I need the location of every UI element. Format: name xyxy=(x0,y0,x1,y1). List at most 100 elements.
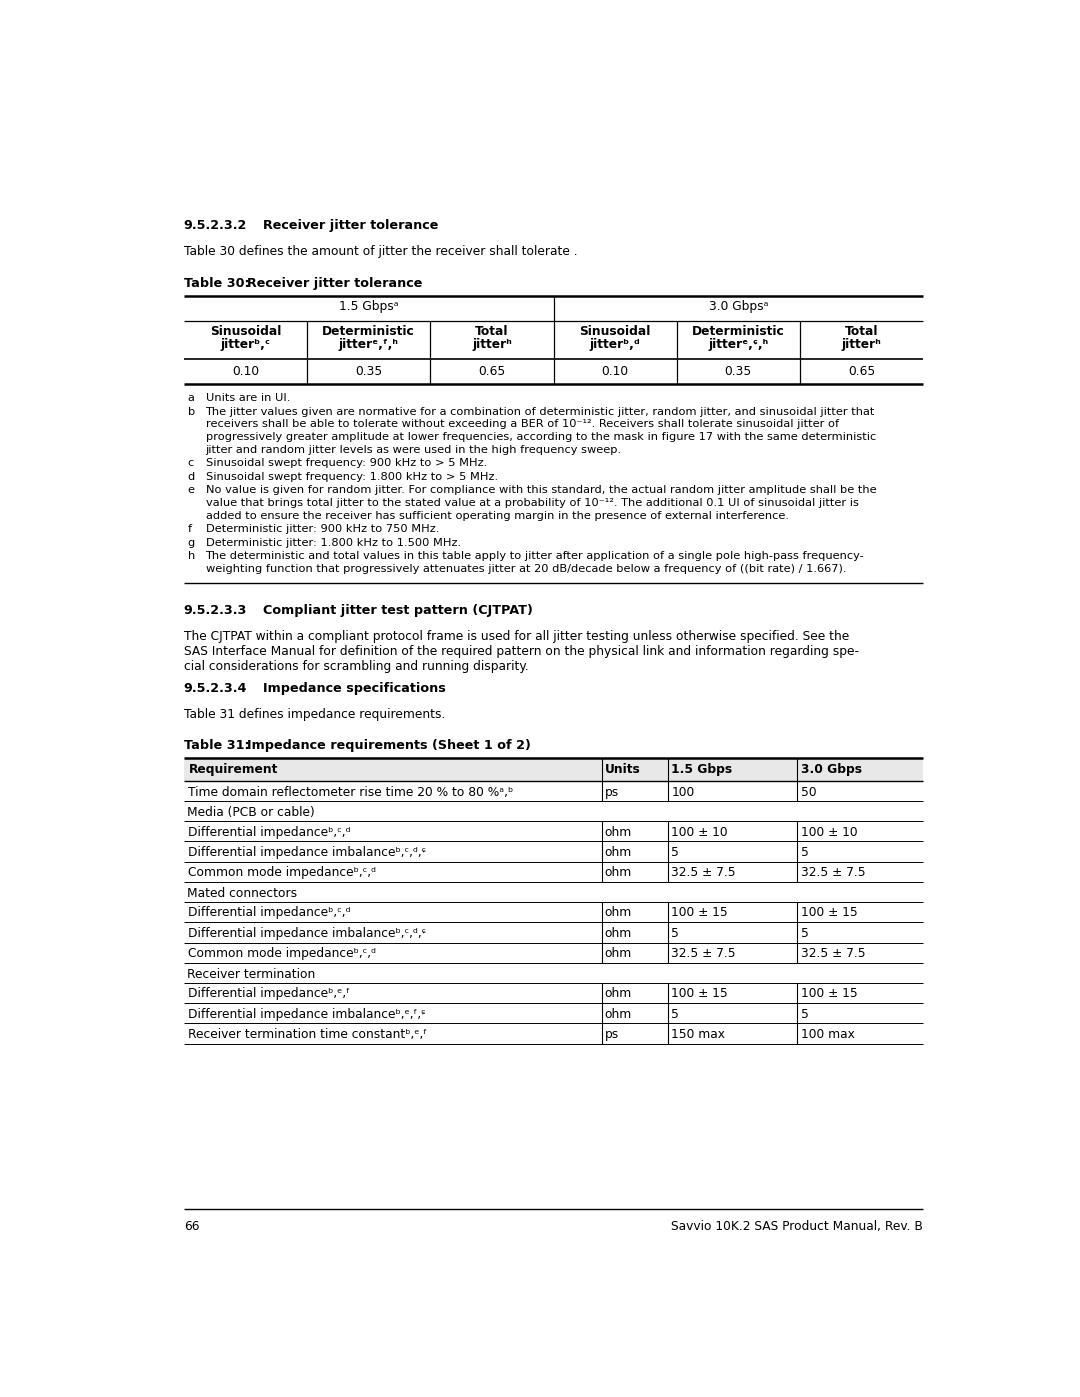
Text: Table 31 defines impedance requirements.: Table 31 defines impedance requirements. xyxy=(184,708,445,721)
Text: 5: 5 xyxy=(671,1007,679,1021)
Text: 32.5 ± 7.5: 32.5 ± 7.5 xyxy=(671,866,735,880)
Text: Units: Units xyxy=(605,763,640,777)
Text: 3.0 Gbpsᵃ: 3.0 Gbpsᵃ xyxy=(708,300,768,313)
Text: Mated connectors: Mated connectors xyxy=(187,887,297,900)
Text: jitter and random jitter levels as were used in the high frequency sweep.: jitter and random jitter levels as were … xyxy=(205,444,622,455)
Bar xyxy=(184,757,923,781)
Text: Time domain reflectometer rise time 20 % to 80 %ᵃ,ᵇ: Time domain reflectometer rise time 20 %… xyxy=(189,785,514,799)
Text: Sinusoidal swept frequency: 1.800 kHz to > 5 MHz.: Sinusoidal swept frequency: 1.800 kHz to… xyxy=(205,472,498,482)
Text: 0.35: 0.35 xyxy=(725,365,752,377)
Text: Receiver termination time constantᵇ,ᵉ,ᶠ: Receiver termination time constantᵇ,ᵉ,ᶠ xyxy=(189,1028,428,1041)
Text: Media (PCB or cable): Media (PCB or cable) xyxy=(187,806,314,819)
Text: 32.5 ± 7.5: 32.5 ± 7.5 xyxy=(800,947,865,960)
Text: Differential impedance imbalanceᵇ,ᶜ,ᵈ,ᶝ: Differential impedance imbalanceᵇ,ᶜ,ᵈ,ᶝ xyxy=(189,926,427,940)
Text: e: e xyxy=(188,485,194,496)
Text: Differential impedance imbalanceᵇ,ᵉ,ᶠ,ᶝ: Differential impedance imbalanceᵇ,ᵉ,ᶠ,ᶝ xyxy=(189,1007,427,1021)
Text: 100 ± 10: 100 ± 10 xyxy=(800,826,858,838)
Text: 0.65: 0.65 xyxy=(478,365,505,377)
Text: ohm: ohm xyxy=(605,847,632,859)
Text: Compliant jitter test pattern (CJTPAT): Compliant jitter test pattern (CJTPAT) xyxy=(262,605,532,617)
Text: 5: 5 xyxy=(671,926,679,940)
Text: Table 30 defines the amount of jitter the receiver shall tolerate .: Table 30 defines the amount of jitter th… xyxy=(184,244,578,257)
Text: Requirement: Requirement xyxy=(189,763,278,777)
Text: a: a xyxy=(188,393,194,404)
Text: 9.5.2.3.3: 9.5.2.3.3 xyxy=(184,605,247,617)
Text: 0.65: 0.65 xyxy=(848,365,875,377)
Text: c: c xyxy=(188,458,194,468)
Text: g: g xyxy=(188,538,195,548)
Text: 1.5 Gbps: 1.5 Gbps xyxy=(671,763,732,777)
Text: ohm: ohm xyxy=(605,826,632,838)
Text: jitterᵉ,ᶠ,ʰ: jitterᵉ,ᶠ,ʰ xyxy=(339,338,399,351)
Text: Common mode impedanceᵇ,ᶜ,ᵈ: Common mode impedanceᵇ,ᶜ,ᵈ xyxy=(189,866,377,880)
Text: Deterministic jitter: 900 kHz to 750 MHz.: Deterministic jitter: 900 kHz to 750 MHz… xyxy=(205,524,438,534)
Text: Common mode impedanceᵇ,ᶜ,ᵈ: Common mode impedanceᵇ,ᶜ,ᵈ xyxy=(189,947,377,960)
Text: 100 ± 15: 100 ± 15 xyxy=(671,907,728,919)
Text: 5: 5 xyxy=(800,1007,809,1021)
Text: Deterministic: Deterministic xyxy=(322,326,415,338)
Text: No value is given for random jitter. For compliance with this standard, the actu: No value is given for random jitter. For… xyxy=(205,485,876,496)
Text: 32.5 ± 7.5: 32.5 ± 7.5 xyxy=(800,866,865,880)
Text: Table 31:: Table 31: xyxy=(184,739,249,752)
Text: Deterministic: Deterministic xyxy=(692,326,785,338)
Text: Receiver termination: Receiver termination xyxy=(187,968,315,981)
Text: 100: 100 xyxy=(671,785,694,799)
Text: Differential impedance imbalanceᵇ,ᶜ,ᵈ,ᶝ: Differential impedance imbalanceᵇ,ᶜ,ᵈ,ᶝ xyxy=(189,847,427,859)
Text: receivers shall be able to tolerate without exceeding a BER of 10⁻¹². Receivers : receivers shall be able to tolerate with… xyxy=(205,419,839,429)
Text: 9.5.2.3.4: 9.5.2.3.4 xyxy=(184,682,247,696)
Text: ohm: ohm xyxy=(605,866,632,880)
Text: SAS Interface Manual for definition of the required pattern on the physical link: SAS Interface Manual for definition of t… xyxy=(184,644,859,658)
Text: 100 ± 15: 100 ± 15 xyxy=(671,988,728,1000)
Text: ohm: ohm xyxy=(605,1007,632,1021)
Text: jitterʰ: jitterʰ xyxy=(841,338,881,351)
Text: cial considerations for scrambling and running disparity.: cial considerations for scrambling and r… xyxy=(184,659,528,673)
Text: 50: 50 xyxy=(800,785,816,799)
Text: Deterministic jitter: 1.800 kHz to 1.500 MHz.: Deterministic jitter: 1.800 kHz to 1.500… xyxy=(205,538,461,548)
Text: 5: 5 xyxy=(800,847,809,859)
Text: jitterᵉ,ᶝ,ʰ: jitterᵉ,ᶝ,ʰ xyxy=(708,338,768,351)
Text: 32.5 ± 7.5: 32.5 ± 7.5 xyxy=(671,947,735,960)
Text: Savvio 10K.2 SAS Product Manual, Rev. B: Savvio 10K.2 SAS Product Manual, Rev. B xyxy=(672,1220,923,1234)
Text: b: b xyxy=(188,407,195,416)
Text: Receiver jitter tolerance: Receiver jitter tolerance xyxy=(247,277,422,291)
Text: value that brings total jitter to the stated value at a probability of 10⁻¹². Th: value that brings total jitter to the st… xyxy=(205,497,859,509)
Text: ohm: ohm xyxy=(605,907,632,919)
Text: 100 ± 15: 100 ± 15 xyxy=(800,988,858,1000)
Text: 0.35: 0.35 xyxy=(355,365,382,377)
Text: Table 30:: Table 30: xyxy=(184,277,249,291)
Text: 150 max: 150 max xyxy=(671,1028,725,1041)
Text: Differential impedanceᵇ,ᵉ,ᶠ: Differential impedanceᵇ,ᵉ,ᶠ xyxy=(189,988,351,1000)
Text: 0.10: 0.10 xyxy=(232,365,259,377)
Text: 3.0 Gbps: 3.0 Gbps xyxy=(800,763,862,777)
Text: jitterʰ: jitterʰ xyxy=(472,338,512,351)
Text: ohm: ohm xyxy=(605,926,632,940)
Text: Impedance requirements (Sheet 1 of 2): Impedance requirements (Sheet 1 of 2) xyxy=(247,739,531,752)
Text: Sinusoidal: Sinusoidal xyxy=(580,326,651,338)
Text: Sinusoidal swept frequency: 900 kHz to > 5 MHz.: Sinusoidal swept frequency: 900 kHz to >… xyxy=(205,458,487,468)
Text: Total: Total xyxy=(845,326,878,338)
Text: 66: 66 xyxy=(184,1220,200,1234)
Text: ps: ps xyxy=(605,1028,619,1041)
Text: 100 ± 15: 100 ± 15 xyxy=(800,907,858,919)
Text: 9.5.2.3.2: 9.5.2.3.2 xyxy=(184,219,247,232)
Text: 5: 5 xyxy=(800,926,809,940)
Text: Differential impedanceᵇ,ᶜ,ᵈ: Differential impedanceᵇ,ᶜ,ᵈ xyxy=(189,826,351,838)
Text: progressively greater amplitude at lower frequencies, according to the mask in f: progressively greater amplitude at lower… xyxy=(205,432,876,441)
Text: Total: Total xyxy=(475,326,509,338)
Text: ohm: ohm xyxy=(605,988,632,1000)
Text: 0.10: 0.10 xyxy=(602,365,629,377)
Text: d: d xyxy=(188,472,195,482)
Text: Units are in UI.: Units are in UI. xyxy=(205,393,289,404)
Text: f: f xyxy=(188,524,192,534)
Text: weighting function that progressively attenuates jitter at 20 dB/decade below a : weighting function that progressively at… xyxy=(205,564,846,574)
Text: The CJTPAT within a compliant protocol frame is used for all jitter testing unle: The CJTPAT within a compliant protocol f… xyxy=(184,630,849,643)
Text: 1.5 Gbpsᵃ: 1.5 Gbpsᵃ xyxy=(339,300,399,313)
Text: jitterᵇ,ᵈ: jitterᵇ,ᵈ xyxy=(590,338,640,351)
Text: 5: 5 xyxy=(671,847,679,859)
Text: Impedance specifications: Impedance specifications xyxy=(262,682,446,696)
Text: added to ensure the receiver has sufficient operating margin in the presence of : added to ensure the receiver has suffici… xyxy=(205,511,788,521)
Text: 100 ± 10: 100 ± 10 xyxy=(671,826,728,838)
Text: ps: ps xyxy=(605,785,619,799)
Text: The jitter values given are normative for a combination of deterministic jitter,: The jitter values given are normative fo… xyxy=(205,407,875,416)
Text: 100 max: 100 max xyxy=(800,1028,854,1041)
